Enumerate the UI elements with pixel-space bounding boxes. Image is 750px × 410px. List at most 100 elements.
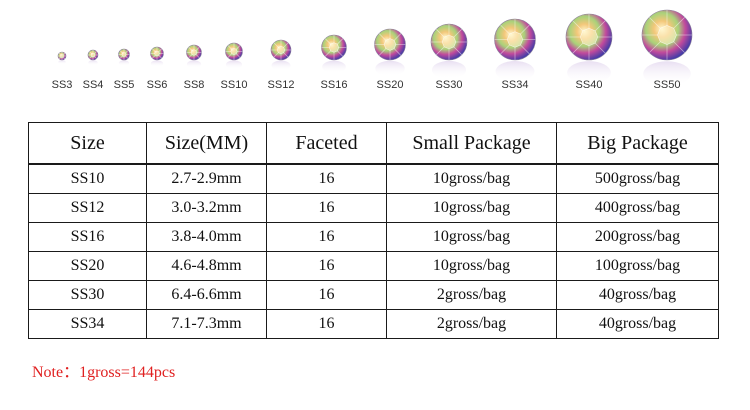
cell-faceted: 16 — [266, 222, 387, 252]
header-big-package: Big Package — [556, 122, 719, 165]
cell-size: SS16 — [28, 222, 147, 252]
cell-big-package: 100gross/bag — [556, 251, 719, 281]
gem-icon — [270, 39, 292, 71]
cell-faceted: 16 — [266, 193, 387, 223]
gem-reflection — [643, 61, 691, 87]
cell-big-package: 40gross/bag — [556, 280, 719, 310]
spec-table: Size Size(MM) Faceted Small Package Big … — [28, 122, 719, 339]
gem-illustrations — [57, 9, 693, 87]
gem-icon — [430, 23, 468, 79]
gem-size-label: SS40 — [575, 79, 603, 91]
cell-size-mm: 4.6-4.8mm — [146, 251, 267, 281]
gem-reflection — [431, 60, 467, 79]
cell-faceted: 16 — [266, 251, 387, 281]
gem-facet — [152, 54, 156, 59]
header-small-package: Small Package — [386, 122, 557, 165]
gem-table-facet — [121, 52, 127, 57]
gem-icon — [150, 46, 164, 67]
gem-facet — [158, 54, 162, 59]
gem-facet — [125, 50, 129, 54]
gem-reflection — [150, 60, 164, 67]
table-row: SS30 6.4-6.6mm 16 2gross/bag 40gross/bag — [28, 280, 719, 310]
gem-facet — [195, 46, 200, 51]
gem-facet — [337, 38, 344, 45]
gem-facet — [125, 55, 129, 59]
cell-small-package: 10gross/bag — [386, 163, 557, 194]
gem-icon — [57, 51, 67, 65]
cell-size-mm: 2.7-2.9mm — [146, 163, 267, 194]
gem-reflection — [322, 60, 346, 74]
header-size-mm: Size(MM) — [146, 122, 267, 165]
cell-small-package: 10gross/bag — [386, 193, 557, 223]
cell-small-package: 10gross/bag — [386, 222, 557, 252]
cell-size: SS30 — [28, 280, 147, 310]
gem-facet — [227, 45, 232, 50]
gem-facet — [119, 55, 123, 59]
cell-size: SS12 — [28, 193, 147, 223]
gem-table-facet — [230, 47, 238, 56]
gem-facet — [273, 52, 279, 58]
gem-reflection — [58, 60, 66, 65]
gem-facet — [227, 53, 232, 58]
gem-facet — [378, 33, 387, 41]
cell-size-mm: 7.1-7.3mm — [146, 309, 267, 339]
gem-table-facet — [383, 38, 397, 51]
gem-table-facet — [579, 27, 599, 47]
gem-icon — [118, 48, 130, 66]
gem-facet — [436, 29, 445, 38]
gem-icon — [494, 18, 536, 82]
gem-facet — [158, 48, 162, 53]
cell-size-mm: 3.0-3.2mm — [146, 193, 267, 223]
gem-reflection — [271, 60, 291, 71]
gem-size-label: SS30 — [435, 79, 463, 91]
gem-size-label: SS16 — [320, 79, 348, 91]
gem-facet — [572, 20, 584, 32]
gem-reflection — [118, 60, 130, 66]
table-row: SS12 3.0-3.2mm 16 10gross/bag 400gross/b… — [28, 193, 719, 223]
cell-big-package: 500gross/bag — [556, 163, 719, 194]
gem-reflection — [88, 60, 98, 66]
gem-icon — [186, 44, 202, 68]
gem-facet — [62, 52, 66, 56]
table-row: SS16 3.8-4.0mm 16 10gross/bag 200gross/b… — [28, 222, 719, 252]
gem-facet — [195, 54, 200, 59]
gem-facet — [393, 48, 402, 56]
gem-facet — [188, 54, 193, 59]
gem-facet — [673, 17, 685, 29]
gem-facet — [594, 42, 606, 54]
gem-facet — [673, 41, 685, 53]
gem-facet — [89, 51, 92, 54]
gem-facet — [62, 56, 66, 60]
gem-facet — [453, 46, 462, 55]
table-row: SS20 4.6-4.8mm 16 10gross/bag 100gross/b… — [28, 251, 719, 281]
gem-size-label: SS8 — [183, 79, 205, 91]
gem-facet — [152, 48, 156, 53]
package-note: Note：1gross=144pcs — [32, 364, 176, 381]
gem-table-facet — [154, 50, 160, 57]
gem-facet — [89, 56, 92, 59]
gem-size-label: SS50 — [653, 79, 681, 91]
gem-facet — [649, 41, 661, 53]
gem-facet — [94, 56, 97, 59]
cell-size-mm: 6.4-6.6mm — [146, 280, 267, 310]
table-row: SS10 2.7-2.9mm 16 10gross/bag 500gross/b… — [28, 163, 719, 194]
gem-facet — [572, 42, 584, 54]
gem-reflection — [567, 61, 611, 85]
gem-size-chart: SS3 SS4 SS5 SS6 SS8 SS10 SS12 SS16 SS20 SS30 SS34 S… — [0, 0, 750, 110]
gem-icon — [87, 49, 99, 66]
cell-faceted: 16 — [266, 280, 387, 310]
gem-facet — [236, 45, 241, 50]
gem-facet — [236, 53, 241, 58]
gem-facet — [378, 48, 387, 56]
gem-table-facet — [441, 34, 457, 50]
gem-facet — [500, 44, 510, 55]
gem-size-label: SS5 — [113, 79, 135, 91]
gem-table-facet — [506, 31, 524, 48]
gem-size-label: SS4 — [82, 79, 104, 91]
gem-size-label: SS20 — [376, 79, 404, 91]
gem-facet — [273, 42, 279, 48]
cell-small-package: 2gross/bag — [386, 280, 557, 310]
gem-facet — [58, 56, 62, 60]
gem-facet — [324, 50, 331, 57]
gem-table-facet — [657, 25, 677, 45]
